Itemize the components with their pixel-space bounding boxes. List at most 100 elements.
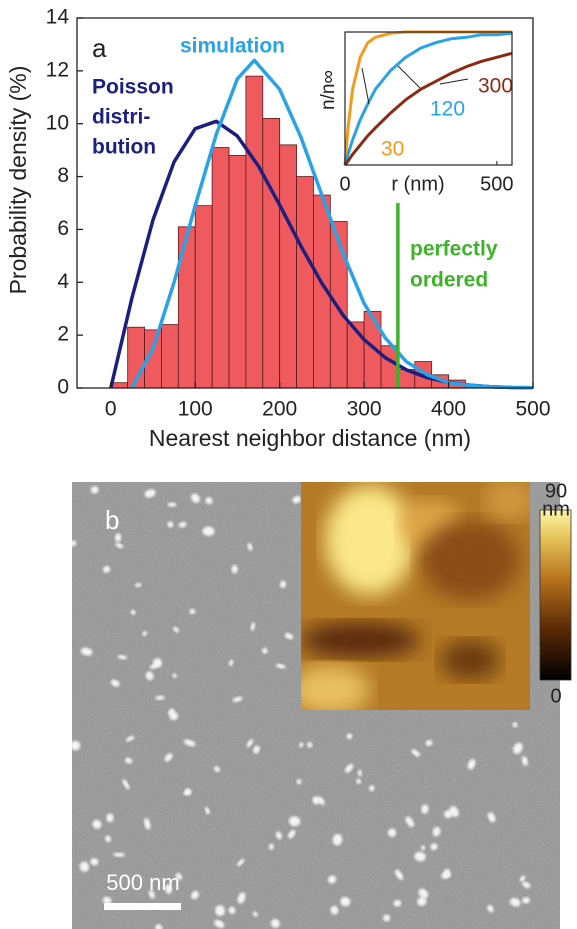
particle: [487, 904, 494, 913]
colorbar: [539, 509, 572, 681]
particle: [262, 647, 268, 654]
scale-bar: [104, 903, 181, 910]
particle: [340, 896, 351, 907]
axes-frame: [344, 31, 513, 166]
leader-line: [361, 67, 370, 105]
particle: [80, 647, 93, 656]
particle: [383, 914, 391, 922]
particle: [126, 735, 135, 742]
y-axis-label: n/n∞: [318, 70, 339, 110]
series-label: distri-: [92, 106, 150, 129]
particle: [155, 924, 163, 929]
histogram-bar: [380, 345, 399, 389]
leader-line: [439, 78, 469, 85]
particle: [122, 779, 130, 790]
particle: [411, 749, 420, 757]
annotation-text: ordered: [410, 269, 488, 292]
particle: [169, 712, 179, 721]
particle: [393, 899, 402, 907]
x-tick-label: 500: [515, 398, 550, 421]
particle: [432, 826, 441, 837]
particle: [184, 788, 192, 796]
curve: [343, 51, 513, 166]
particle: [332, 834, 343, 846]
particle: [79, 861, 90, 872]
particle: [430, 843, 438, 851]
colorbar-tick-label: 0: [550, 685, 561, 707]
particle: [418, 888, 429, 899]
particle: [270, 918, 280, 928]
series-label: simulation: [180, 35, 285, 58]
particle: [214, 919, 225, 928]
particle: [253, 745, 260, 754]
y-tick-label: 14: [46, 6, 70, 29]
particle: [124, 757, 133, 764]
particle: [356, 778, 361, 785]
leader-line: [397, 65, 421, 89]
series-label: bution: [92, 136, 156, 159]
particle: [441, 871, 451, 879]
particle: [417, 897, 427, 906]
particle: [204, 806, 210, 815]
x-tick-label: 500: [480, 173, 513, 195]
x-axis-label: r (nm): [391, 173, 444, 195]
particle: [275, 831, 283, 840]
particle: [369, 785, 375, 792]
particle: [237, 858, 245, 867]
particle: [215, 905, 225, 916]
particle: [167, 502, 177, 507]
x-tick-label: 300: [347, 398, 382, 421]
axes-frame: [76, 17, 534, 389]
particle: [395, 869, 404, 880]
afm-high: [485, 482, 530, 520]
particle: [237, 892, 246, 904]
particle: [142, 630, 147, 637]
histogram-bar: [296, 176, 314, 389]
particle: [327, 875, 337, 884]
series-label: 120: [430, 98, 465, 121]
y-tick-label: 8: [57, 164, 69, 187]
image-panel: b 500 nm nm: [72, 482, 572, 929]
y-tick-label: 2: [57, 323, 69, 346]
particle: [102, 896, 112, 905]
y-tick-label: 12: [46, 58, 69, 81]
afm-low: [420, 520, 520, 600]
particle: [205, 497, 213, 505]
particle: [183, 739, 196, 747]
y-tick-label: 0: [57, 376, 69, 399]
histogram-bar: [177, 226, 196, 389]
x-tick-label: 100: [178, 398, 213, 421]
particle: [165, 884, 172, 894]
histogram-bar: [262, 118, 281, 389]
particle: [130, 609, 136, 615]
particle: [275, 663, 286, 669]
particle: [178, 521, 187, 528]
particle: [344, 764, 354, 773]
particle: [115, 533, 122, 543]
x-tick-label: 400: [431, 398, 466, 421]
particle: [90, 486, 99, 494]
particle: [330, 905, 339, 915]
particle: [420, 845, 425, 851]
particle: [292, 495, 301, 504]
y-tick-label: 10: [46, 111, 69, 134]
particle: [522, 897, 530, 904]
scale-bar-label: 500 nm: [106, 870, 179, 895]
particle: [307, 742, 313, 748]
particle: [405, 816, 415, 827]
particle: [357, 769, 362, 777]
particle: [231, 564, 238, 574]
particle: [513, 742, 523, 754]
particle: [115, 542, 124, 549]
afm-image: [301, 482, 530, 710]
particle: [175, 872, 183, 881]
particle: [105, 835, 112, 843]
particle: [143, 817, 151, 830]
particle: [90, 858, 99, 866]
particle: [512, 722, 518, 728]
particle: [191, 890, 199, 900]
y-axis-label: Probability density (%): [5, 66, 31, 295]
particle: [155, 695, 165, 700]
afm-low: [440, 640, 500, 680]
particle: [149, 663, 159, 669]
